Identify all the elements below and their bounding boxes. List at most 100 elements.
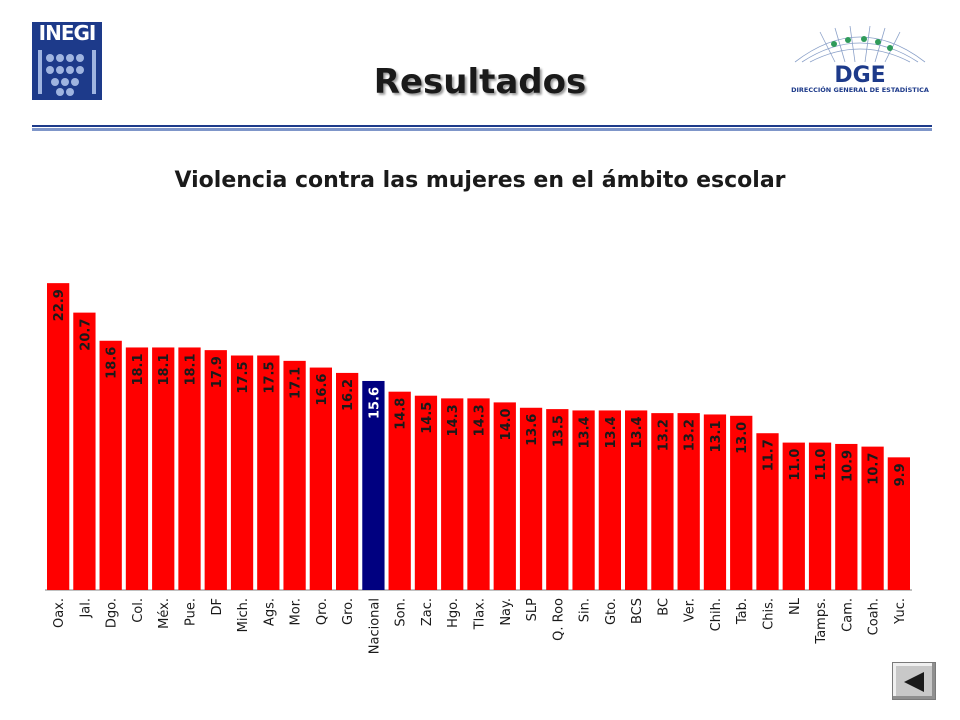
bar-8 <box>257 355 280 590</box>
data-label-18: 13.6 <box>525 414 540 446</box>
category-label-26: Tab. <box>735 598 750 625</box>
header-divider <box>32 125 932 131</box>
bar-16 <box>467 398 490 590</box>
category-label-32: Yuc. <box>893 598 908 625</box>
bar-13 <box>388 391 411 590</box>
dge-logo-mesh-icon: DGE <box>794 25 926 88</box>
category-label-29: Tamps. <box>814 598 829 645</box>
bar-chart: 22.9 20.7 18.6 18.1 18.1 18.1 17.9 17.5 17.5 17.1… <box>45 283 912 654</box>
category-label-19: Q. Roo <box>551 598 566 641</box>
data-label-4: 18.1 <box>157 353 172 385</box>
category-label-4: Méx. <box>157 598 172 629</box>
category-label-13: Son. <box>394 598 409 627</box>
page-title: Resultados <box>373 62 587 102</box>
data-label-12: 15.6 <box>367 387 382 419</box>
data-label-16: 14.3 <box>473 404 488 436</box>
bar-27 <box>756 433 779 590</box>
data-label-14: 14.5 <box>420 402 435 434</box>
bar-11 <box>336 372 359 590</box>
category-label-5: Pue. <box>184 598 199 626</box>
data-label-5: 18.1 <box>184 353 199 385</box>
data-label-17: 14.0 <box>499 408 514 440</box>
data-label-11: 16.2 <box>341 379 356 411</box>
data-label-22: 13.4 <box>630 416 645 448</box>
bar-29 <box>808 442 832 590</box>
category-label-14: Zac. <box>420 598 435 626</box>
category-label-21: Gto. <box>604 598 619 625</box>
bar-7 <box>230 355 254 590</box>
bar-25 <box>703 414 727 590</box>
category-label-28: NL <box>788 597 803 615</box>
data-label-3: 18.1 <box>131 353 146 385</box>
data-label-9: 17.1 <box>289 367 304 399</box>
data-label-10: 16.6 <box>315 374 330 406</box>
data-label-25: 13.1 <box>709 420 724 452</box>
data-label-26: 13.0 <box>735 422 750 454</box>
category-label-0: Oax. <box>52 598 67 628</box>
data-label-2: 18.6 <box>105 347 120 379</box>
data-label-28: 11.0 <box>788 449 803 481</box>
bar-15 <box>441 398 464 590</box>
chart-title: Violencia contra las mujeres en el ámbit… <box>174 168 786 193</box>
bar-28 <box>782 442 805 590</box>
category-label-20: Sin. <box>578 598 593 622</box>
category-label-24: Ver. <box>683 598 698 622</box>
bar-9 <box>283 360 306 590</box>
category-label-15: Hgo. <box>446 598 461 628</box>
data-label-1: 20.7 <box>78 319 93 351</box>
chart-data-labels: 22.9 20.7 18.6 18.1 18.1 18.1 17.9 17.5 17.5 17.1… <box>52 289 908 486</box>
back-arrow-icon <box>904 672 924 692</box>
data-label-8: 17.5 <box>262 362 277 394</box>
data-label-23: 13.2 <box>656 419 671 451</box>
category-label-11: Gro. <box>341 598 356 625</box>
dge-logo-text: DGE <box>834 63 885 86</box>
category-label-22: BCS <box>630 598 645 624</box>
bar-32 <box>887 457 910 590</box>
bar-5 <box>178 347 201 590</box>
inegi-logo-text: INEGI <box>32 22 102 44</box>
bar-17 <box>493 402 516 590</box>
category-label-3: Col. <box>131 598 146 623</box>
bar-23 <box>651 413 674 590</box>
category-label-12: Nacional <box>367 598 382 654</box>
data-label-31: 10.7 <box>867 453 882 485</box>
category-label-31: Coah. <box>867 598 882 635</box>
category-label-18: SLP <box>525 598 540 621</box>
category-label-25: Chih. <box>709 598 724 631</box>
bar-0 <box>47 283 70 590</box>
data-label-6: 17.9 <box>210 356 225 388</box>
data-label-7: 17.5 <box>236 362 251 394</box>
bar-24 <box>677 413 700 590</box>
category-label-1: Jal. <box>78 598 93 619</box>
back-button[interactable] <box>892 662 936 700</box>
bar-3 <box>125 347 149 590</box>
data-label-27: 11.7 <box>762 439 777 471</box>
bar-4 <box>152 347 175 590</box>
bar-14 <box>414 395 438 590</box>
inegi-logo-mark-icon <box>32 44 102 100</box>
chart-category-labels: Oax. Jal. Dgo. Col. Méx. Pue. DF Mich. Ags. Mor. Q… <box>52 597 908 654</box>
bar-18 <box>519 407 543 590</box>
bar-21 <box>598 410 621 590</box>
data-label-19: 13.5 <box>551 415 566 447</box>
data-label-24: 13.2 <box>683 419 698 451</box>
bar-10 <box>309 367 332 590</box>
data-label-13: 14.8 <box>394 398 409 430</box>
bar-2 <box>99 340 122 590</box>
category-label-23: BC <box>656 598 671 616</box>
dge-logo: DGE DIRECCIÓN GENERAL DE ESTADÍSTICA <box>790 22 930 102</box>
data-label-21: 13.4 <box>604 416 619 448</box>
bar-26 <box>730 415 753 590</box>
data-label-29: 11.0 <box>814 449 829 481</box>
category-label-6: DF <box>210 598 225 616</box>
bar-20 <box>572 410 595 590</box>
category-label-30: Cam. <box>840 598 855 632</box>
category-label-10: Qro. <box>315 598 330 625</box>
dge-logo-subtitle: DIRECCIÓN GENERAL DE ESTADÍSTICA <box>791 86 929 94</box>
data-label-0: 22.9 <box>52 289 67 321</box>
category-label-8: Ags. <box>262 598 277 626</box>
data-label-32: 9.9 <box>893 463 908 486</box>
inegi-logo: INEGI <box>32 22 102 100</box>
bar-30 <box>835 443 858 590</box>
data-label-15: 14.3 <box>446 404 461 436</box>
